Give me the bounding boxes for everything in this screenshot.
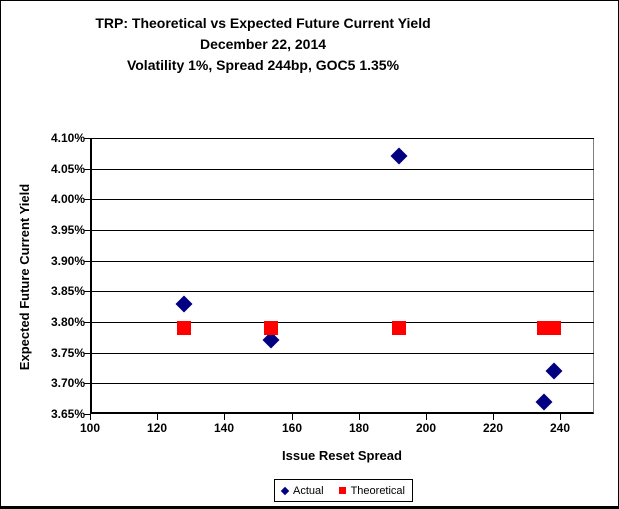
x-tick-label: 120 (146, 421, 168, 435)
x-tick-mark (426, 414, 427, 420)
x-tick-mark (493, 414, 494, 420)
x-tick-label: 240 (549, 421, 571, 435)
plot-area (90, 138, 594, 414)
x-tick-mark (292, 414, 293, 420)
legend-label-actual: Actual (293, 484, 324, 497)
chart-title-line-2: December 22, 2014 (199, 36, 327, 52)
legend-item-theoretical: Theoretical (338, 484, 405, 497)
legend: Actual Theoretical (274, 479, 413, 502)
actual-diamond-icon (280, 486, 290, 495)
x-tick-mark (560, 414, 561, 420)
legend-label-theoretical: Theoretical (350, 484, 405, 497)
x-tick-mark (157, 414, 158, 420)
theoretical-square-icon (338, 487, 346, 494)
chart-title-line-3: Volatility 1%, Spread 244bp, GOC5 1.35% (126, 57, 400, 73)
x-tick-mark (359, 414, 360, 420)
x-tick-label: 100 (79, 421, 101, 435)
x-tick-label: 220 (482, 421, 504, 435)
x-tick-label: 200 (415, 421, 437, 435)
x-axis-title: Issue Reset Spread (282, 448, 402, 463)
y-axis-title: Expected Future Current Yield (17, 183, 32, 371)
x-tick-mark (224, 414, 225, 420)
chart-title-line-1: TRP: Theoretical vs Expected Future Curr… (95, 15, 431, 31)
x-tick-label: 160 (281, 421, 303, 435)
x-tick-mark (90, 414, 91, 420)
x-tick-label: 180 (348, 421, 370, 435)
legend-item-actual: Actual (280, 484, 324, 497)
chart-title: TRP: Theoretical vs Expected Future Curr… (1, 13, 525, 76)
x-tick-label: 140 (213, 421, 235, 435)
y-tick-mark (84, 414, 90, 415)
